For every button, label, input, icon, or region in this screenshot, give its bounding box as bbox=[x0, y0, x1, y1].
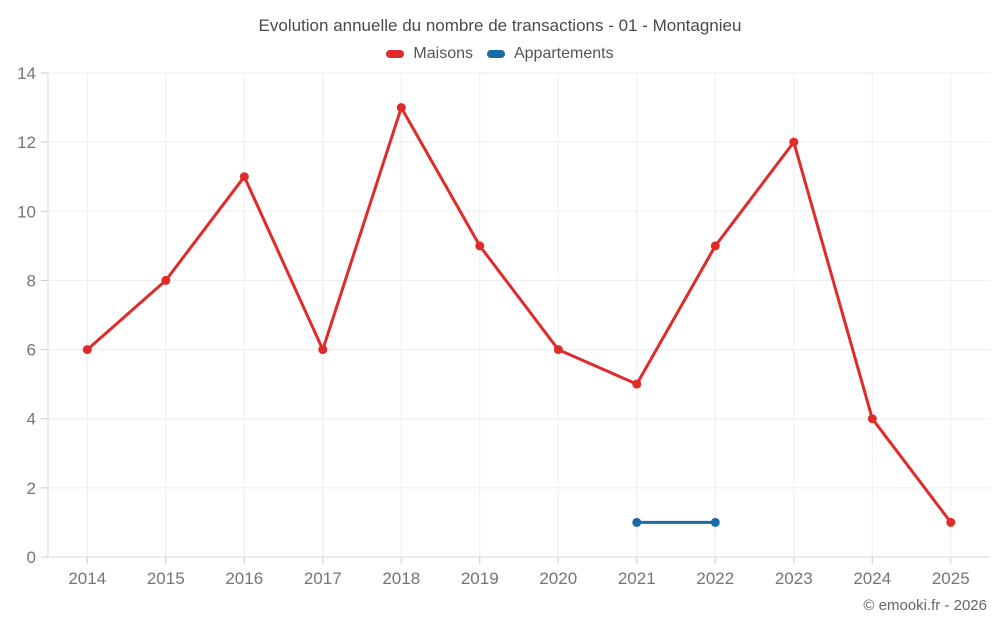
y-tick-label: 2 bbox=[27, 479, 36, 498]
data-point-maisons bbox=[946, 517, 956, 527]
data-point-maisons bbox=[161, 275, 171, 285]
data-point-appartements bbox=[632, 517, 642, 527]
x-tick-label: 2017 bbox=[304, 569, 342, 588]
x-tick-label: 2023 bbox=[775, 569, 813, 588]
legend-label-appartements: Appartements bbox=[513, 45, 614, 62]
data-point-maisons bbox=[632, 379, 642, 389]
data-point-appartements bbox=[710, 517, 720, 527]
y-tick-label: 10 bbox=[17, 202, 36, 221]
x-tick-label: 2018 bbox=[382, 569, 420, 588]
data-point-maisons bbox=[396, 103, 406, 113]
chart-title: Evolution annuelle du nombre de transact… bbox=[258, 16, 742, 35]
x-tick-label: 2021 bbox=[618, 569, 656, 588]
legend-label-maisons: Maisons bbox=[413, 45, 473, 62]
y-tick-label: 12 bbox=[17, 133, 36, 152]
data-point-maisons bbox=[789, 137, 799, 147]
x-tick-label: 2022 bbox=[696, 569, 734, 588]
x-tick-label: 2014 bbox=[68, 569, 106, 588]
data-point-maisons bbox=[710, 241, 720, 251]
y-tick-label: 6 bbox=[27, 341, 36, 360]
x-tick-label: 2024 bbox=[853, 569, 891, 588]
chart-legend: Maisons Appartements bbox=[0, 45, 1000, 63]
x-tick-label: 2025 bbox=[932, 569, 970, 588]
data-point-maisons bbox=[82, 345, 92, 355]
x-tick-label: 2019 bbox=[461, 569, 499, 588]
data-point-maisons bbox=[867, 414, 877, 424]
data-point-maisons bbox=[475, 241, 485, 251]
legend-item-maisons[interactable]: Maisons bbox=[386, 45, 473, 63]
y-tick-label: 4 bbox=[27, 410, 36, 429]
series-line-maisons bbox=[85, 106, 953, 524]
data-point-maisons bbox=[318, 345, 328, 355]
y-tick-label: 8 bbox=[27, 271, 36, 290]
y-tick-label: 0 bbox=[27, 548, 36, 567]
x-tick-label: 2016 bbox=[225, 569, 263, 588]
x-tick-label: 2015 bbox=[147, 569, 185, 588]
appartements-series-swatch-icon bbox=[486, 50, 505, 58]
data-point-maisons bbox=[553, 345, 563, 355]
copyright-credit: © emooki.fr - 2026 bbox=[863, 597, 987, 614]
x-tick-label: 2020 bbox=[539, 569, 577, 588]
data-point-maisons bbox=[239, 172, 249, 182]
legend-item-appartements[interactable]: Appartements bbox=[486, 45, 614, 63]
y-tick-label: 14 bbox=[17, 64, 36, 83]
maisons-series-swatch-icon bbox=[386, 50, 405, 58]
